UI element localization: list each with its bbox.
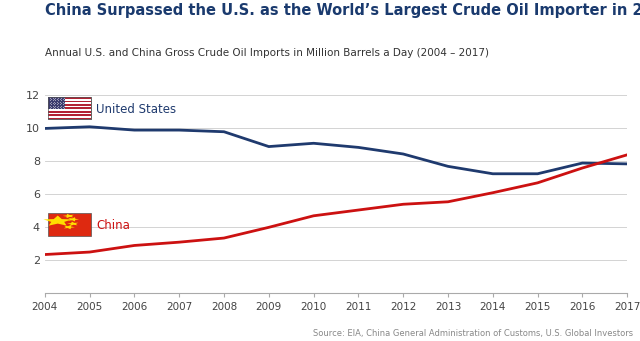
Text: Source: EIA, China General Administration of Customs, U.S. Global Investors: Source: EIA, China General Administratio…: [314, 329, 634, 338]
Bar: [49, 113, 91, 114]
Text: China Surpassed the U.S. as the World’s Largest Crude Oil Importer in 2017: China Surpassed the U.S. as the World’s …: [45, 3, 640, 18]
Bar: [49, 101, 91, 102]
Bar: [49, 213, 91, 236]
Bar: [49, 111, 91, 113]
Bar: [49, 118, 91, 119]
Bar: [49, 116, 91, 118]
Polygon shape: [44, 216, 72, 226]
Text: China: China: [97, 219, 130, 232]
Bar: [49, 99, 91, 101]
Bar: [49, 97, 91, 99]
Bar: [49, 104, 91, 106]
Text: United States: United States: [97, 103, 177, 116]
Bar: [49, 106, 91, 107]
Bar: [49, 97, 91, 119]
Polygon shape: [68, 217, 79, 221]
Polygon shape: [64, 225, 75, 229]
Bar: [49, 97, 65, 109]
Polygon shape: [63, 214, 74, 218]
Bar: [49, 102, 91, 104]
Text: Annual U.S. and China Gross Crude Oil Imports in Million Barrels a Day (2004 – 2: Annual U.S. and China Gross Crude Oil Im…: [45, 48, 489, 58]
Bar: [49, 97, 91, 119]
Bar: [49, 109, 91, 111]
Polygon shape: [67, 222, 78, 226]
Bar: [49, 107, 91, 109]
Bar: [49, 114, 91, 116]
